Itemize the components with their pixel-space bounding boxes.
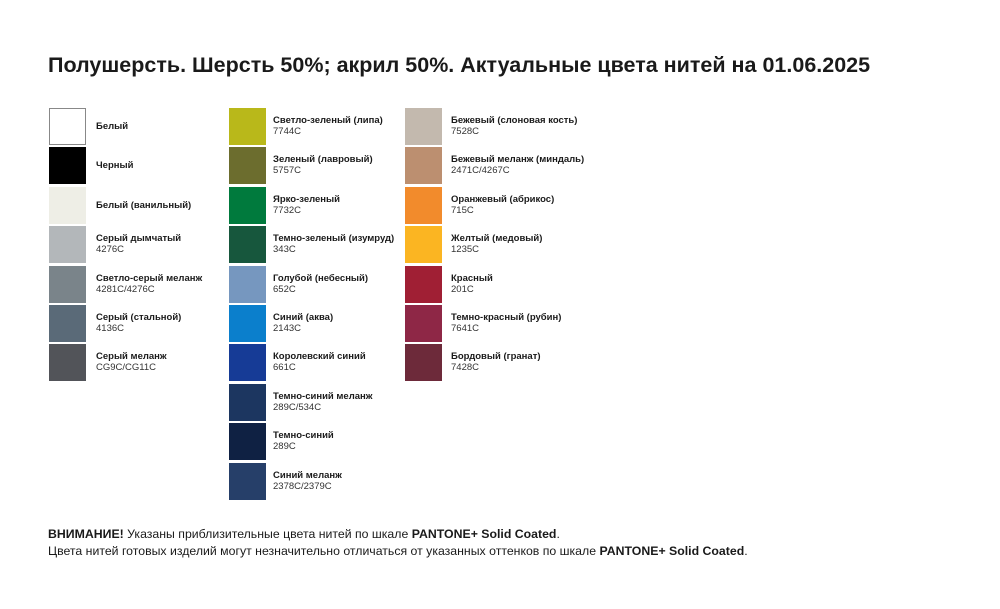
color-swatch [405,304,442,342]
disclaimer: ВНИМАНИЕ! Указаны приблизительные цвета … [48,526,748,559]
color-name: Желтый (медовый) [451,233,543,245]
pantone-code: 7641C [451,322,479,334]
color-swatch [229,383,266,421]
pantone-code: 7528C [451,126,479,137]
color-swatch [49,304,86,342]
pantone-code: 201C [451,283,474,295]
color-name: Черный [96,160,134,172]
color-name: Серый меланж [96,351,167,363]
pantone-code: 343C [273,244,296,256]
color-name: Темно-синий меланж [273,390,373,402]
color-swatch [49,147,86,185]
color-swatch [405,147,442,185]
page-title: Полушерсть. Шерсть 50%; акрил 50%. Актуа… [48,53,871,77]
color-swatch [49,108,86,145]
pantone-code: 4281C/4276C [96,283,155,295]
color-name: Светло-серый меланж [96,272,203,284]
color-name: Королевский синий [273,351,366,363]
pantone-code: 4276C [96,244,124,256]
pantone-code: 2378C/2379C [273,480,332,492]
color-swatch [49,344,86,382]
disclaimer-text: Указаны приблизительные цвета нитей по ш… [123,527,412,541]
warning-label: ВНИМАНИЕ! [48,527,124,541]
color-swatch [229,147,266,185]
pantone-code: 2471C/4267C [451,165,510,177]
pantone-code: 2143C [273,322,301,334]
color-swatch [229,108,266,145]
pantone-code: 4136C [96,322,124,334]
color-name: Красный [451,272,493,284]
color-swatch [405,226,442,264]
color-name: Ярко-зеленый [273,193,340,205]
pantone-code: 715C [451,204,474,216]
disclaimer-line-1: ВНИМАНИЕ! Указаны приблизительные цвета … [48,526,748,543]
color-swatch [229,226,266,264]
color-swatch [49,186,86,224]
color-name: Темно-красный (рубин) [451,311,562,323]
color-name: Синий (аква) [273,311,334,323]
color-swatch [49,226,86,264]
pantone-code: 7428C [451,362,479,374]
pantone-scale: PANTONE+ Solid Coated [411,527,557,541]
color-name: Серый (стальной) [96,311,182,323]
pantone-code: 289C/534C [273,401,322,413]
color-name: Бежевый (слоновая кость) [451,115,578,126]
color-swatch [229,462,266,500]
pantone-code: 7744C [273,126,301,137]
color-name: Белый [96,121,129,132]
color-name: Оранжевый (абрикос) [451,193,555,205]
color-name: Бордовый (гранат) [451,351,541,363]
pantone-scale: PANTONE+ Solid Coated [599,543,745,558]
color-name: Голубой (небесный) [273,272,369,284]
pantone-code: 661C [273,362,296,374]
color-name: Темно-синий [273,430,334,442]
color-name: Темно-зеленый (изумруд) [273,233,395,245]
color-swatch [405,108,442,145]
color-swatch [405,344,442,382]
pantone-code: 1235C [451,244,479,256]
color-name: Синий меланж [273,469,342,481]
color-name: Серый дымчатый [96,233,182,245]
color-name: Бежевый меланж (миндаль) [451,154,585,166]
period: . [556,527,560,541]
disclaimer-text: Цвета нитей готовых изделий могут незнач… [48,543,600,558]
color-swatch [229,304,266,342]
color-name: Зеленый (лавровый) [273,154,373,166]
pantone-code: 5757C [273,165,301,177]
pantone-code: CG9C/CG11C [96,362,157,374]
pantone-code: 652C [273,283,296,295]
period: . [744,543,748,558]
color-swatch [405,265,442,303]
pantone-code: 289C [273,441,296,453]
color-swatch [229,265,266,303]
color-name: Белый (ванильный) [96,199,192,211]
color-swatch [49,265,86,303]
disclaimer-line-2: Цвета нитей готовых изделий могут незнач… [48,543,748,560]
color-swatch [229,344,266,382]
color-swatch [229,423,266,461]
color-swatch [405,186,442,224]
color-name: Светло-зеленый (липа) [273,115,383,126]
color-swatch [229,186,266,224]
pantone-code: 7732C [273,204,301,216]
